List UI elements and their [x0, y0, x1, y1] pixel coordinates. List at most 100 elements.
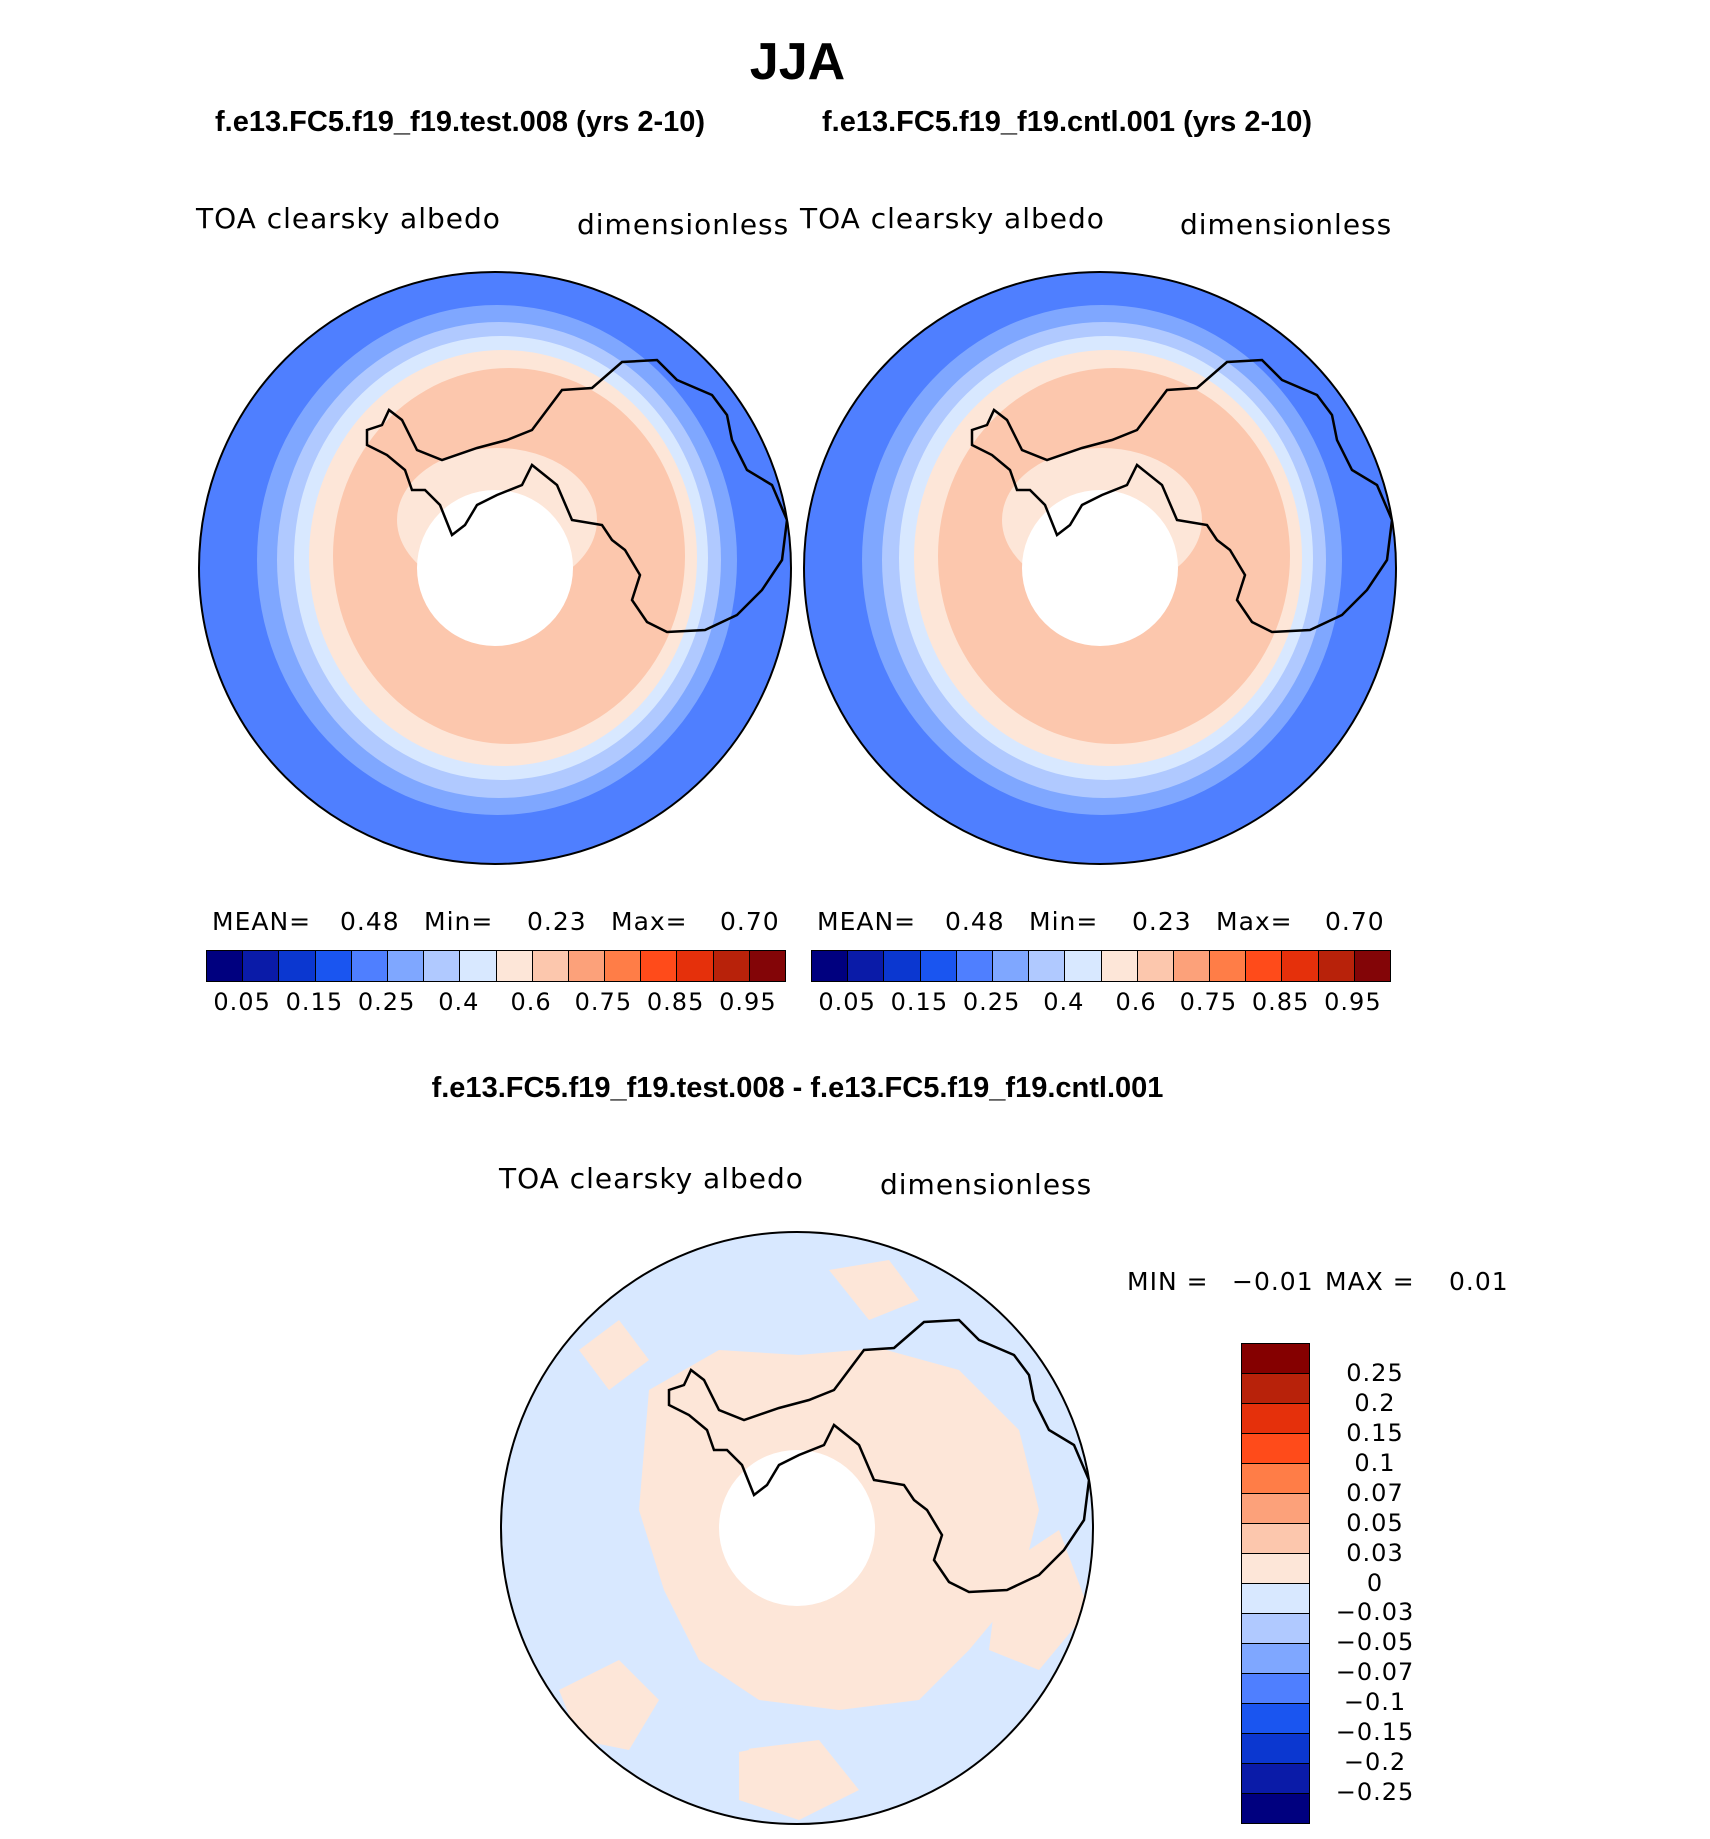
diff-colorbar-label: 0.25: [1346, 1358, 1404, 1387]
panel2-case-title: f.e13.FC5.f19_f19.cntl.001 (yrs 2-10): [822, 106, 1313, 138]
panel2-colorbar-swatch: [1065, 951, 1102, 981]
panel2-colorbar-label: 0.25: [962, 988, 1021, 1016]
panel2-units-label: dimensionless: [1180, 208, 1393, 241]
diff-colorbar-swatch: [1242, 1494, 1309, 1524]
diff-max-label: MAX =: [1325, 1267, 1415, 1296]
panel2-colorbar-swatch: [1137, 951, 1174, 981]
panel1-polar-map: [198, 271, 792, 865]
panel1-colorbar-label: 0.75: [574, 988, 633, 1016]
diff-colorbar-label: −0.07: [1335, 1658, 1415, 1687]
panel2-colorbar-swatch: [956, 951, 993, 981]
panel1-variable-label: TOA clearsky albedo: [196, 202, 501, 235]
panel1-min-value: 0.23: [527, 907, 587, 936]
diff-colorbar-label: 0: [1366, 1568, 1384, 1597]
panel1-colorbar-swatch: [605, 951, 642, 981]
panel2-max-value: 0.70: [1325, 907, 1385, 936]
panel1-colorbar-label: 0.95: [719, 988, 777, 1016]
panel1-colorbar-swatch: [532, 951, 569, 981]
diff-colorbar-swatch: [1242, 1524, 1309, 1554]
panel2-colorbar-label: 0.4: [1043, 988, 1085, 1016]
panel1-colorbar-label: 0.6: [510, 988, 552, 1016]
panel1-mean-label: MEAN=: [212, 907, 312, 936]
panel1-max-value: 0.70: [720, 907, 780, 936]
panel2-polar-map: [803, 271, 1397, 865]
panel1-colorbar-label: 0.25: [357, 988, 416, 1016]
panel2-colorbar-swatch: [1101, 951, 1138, 981]
panel1-mean-value: 0.48: [340, 907, 400, 936]
panel1-min-label: Min=: [424, 907, 494, 936]
panel1-colorbar-label: 0.15: [285, 988, 344, 1016]
panel2-colorbar-swatch: [812, 951, 849, 981]
panel1-colorbar-swatch: [460, 951, 497, 981]
panel1-colorbar-labels: 0.05 0.15 0.25 0.4 0.6 0.75 0.85 0.95: [206, 988, 784, 1018]
panel2-colorbar-swatch: [1318, 951, 1355, 981]
diff-colorbar-swatch: [1242, 1644, 1309, 1674]
panel2-colorbar-swatch: [920, 951, 957, 981]
diff-colorbar-swatch: [1242, 1704, 1309, 1734]
panel2-colorbar-labels: 0.05 0.15 0.25 0.4 0.6 0.75 0.85 0.95: [811, 988, 1389, 1018]
panel2-colorbar-label: 0.95: [1324, 988, 1382, 1016]
panel1-colorbar-swatch: [387, 951, 425, 981]
diff-min-label: MIN =: [1127, 1267, 1209, 1296]
diff-colorbar: [1241, 1343, 1310, 1824]
diff-colorbar-swatch: [1242, 1674, 1309, 1704]
panel2-colorbar-label: 0.15: [890, 988, 949, 1016]
panel2-colorbar-label: 0.05: [818, 988, 876, 1016]
diff-min-value: −0.01: [1232, 1267, 1314, 1296]
panel1-colorbar: [206, 950, 786, 982]
panel2-variable-label: TOA clearsky albedo: [800, 202, 1105, 235]
panel2-colorbar-swatch: [1354, 951, 1390, 981]
page-title: JJA: [749, 33, 846, 91]
diff-colorbar-swatch: [1242, 1464, 1309, 1494]
diff-colorbar-swatch: [1242, 1734, 1309, 1764]
panel2-colorbar-label: 0.85: [1251, 988, 1310, 1016]
panel1-colorbar-label: 0.4: [438, 988, 480, 1016]
diff-colorbar-swatch: [1242, 1344, 1309, 1374]
panel1-colorbar-swatch: [243, 951, 280, 981]
panel1-colorbar-swatch: [351, 951, 388, 981]
panel2-colorbar-swatch: [992, 951, 1030, 981]
panel2-max-label: Max=: [1216, 907, 1293, 936]
panel1-colorbar-swatch: [713, 951, 750, 981]
panel2-min-label: Min=: [1029, 907, 1099, 936]
diff-colorbar-swatch: [1242, 1794, 1309, 1823]
panel2-colorbar-swatch: [1210, 951, 1247, 981]
diff-colorbar-label: −0.2: [1343, 1748, 1407, 1777]
panel1-colorbar-swatch: [641, 951, 678, 981]
diff-colorbar-label: 0.1: [1354, 1448, 1396, 1477]
diff-colorbar-swatch: [1242, 1404, 1309, 1434]
diff-colorbar-label: −0.15: [1335, 1718, 1415, 1747]
diff-variable-label: TOA clearsky albedo: [499, 1162, 804, 1195]
diff-colorbar-label: −0.03: [1335, 1598, 1415, 1627]
diff-units-label: dimensionless: [880, 1168, 1093, 1201]
panel2-colorbar-swatch: [884, 951, 921, 981]
panel1-colorbar-label: 0.85: [646, 988, 705, 1016]
panel2-colorbar-swatch: [1246, 951, 1283, 981]
diff-colorbar-swatch: [1242, 1614, 1309, 1644]
panel1-colorbar-swatch: [424, 951, 461, 981]
diff-colorbar-swatch: [1242, 1584, 1309, 1614]
panel2-colorbar-swatch: [848, 951, 885, 981]
panel1-colorbar-swatch: [496, 951, 533, 981]
panel1-colorbar-swatch: [279, 951, 316, 981]
diff-polar-map: [500, 1231, 1094, 1825]
panel1-colorbar-label: 0.05: [213, 988, 271, 1016]
panel1-colorbar-swatch: [207, 951, 244, 981]
panel1-colorbar-swatch: [568, 951, 606, 981]
diff-colorbar-label: 0.05: [1346, 1508, 1404, 1537]
diff-colorbar-label: 0.2: [1354, 1388, 1396, 1417]
diff-colorbar-label: −0.25: [1335, 1778, 1415, 1807]
panel1-units-label: dimensionless: [577, 208, 790, 241]
panel2-colorbar: [811, 950, 1391, 982]
diff-colorbar-swatch: [1242, 1434, 1309, 1464]
panel2-colorbar-label: 0.6: [1115, 988, 1157, 1016]
panel1-max-label: Max=: [611, 907, 688, 936]
panel1-case-title: f.e13.FC5.f19_f19.test.008 (yrs 2-10): [215, 106, 706, 138]
panel2-colorbar-label: 0.75: [1179, 988, 1238, 1016]
diff-title: f.e13.FC5.f19_f19.test.008 - f.e13.FC5.f…: [431, 1072, 1164, 1104]
diff-colorbar-swatch: [1242, 1374, 1309, 1404]
panel2-colorbar-swatch: [1173, 951, 1211, 981]
diff-max-value: 0.01: [1449, 1267, 1509, 1296]
panel1-colorbar-swatch: [677, 951, 714, 981]
panel2-colorbar-swatch: [1282, 951, 1319, 981]
